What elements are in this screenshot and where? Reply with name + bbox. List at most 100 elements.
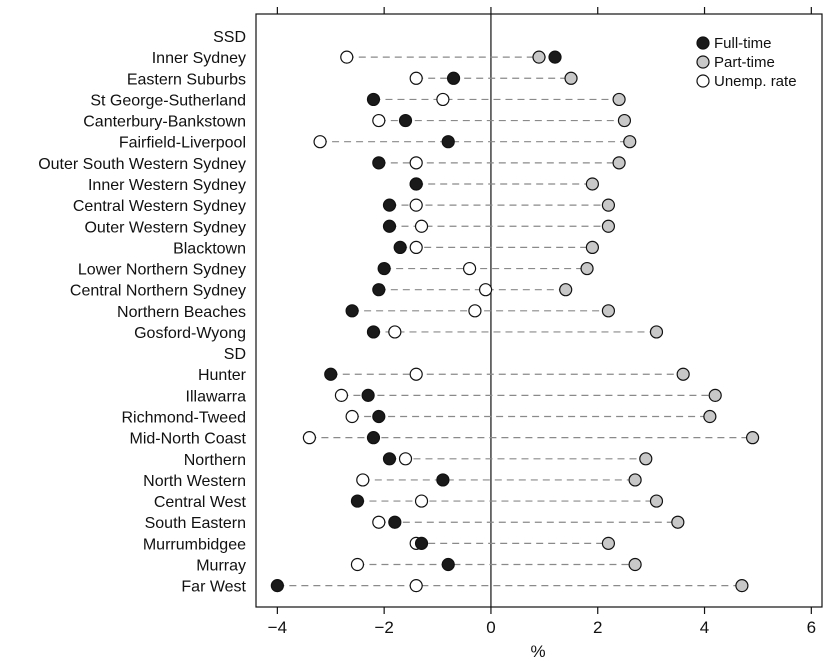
category-label: Fairfield-Liverpool	[119, 135, 246, 152]
unemp-rate-point	[302, 431, 316, 445]
category-label: Outer Western Sydney	[84, 219, 246, 236]
category-label: Central Northern Sydney	[70, 283, 246, 300]
unemp-rate-point	[340, 50, 354, 64]
plot-border	[255, 13, 823, 608]
legend-marker-part-time	[696, 55, 710, 69]
full-time-point	[366, 431, 381, 445]
part-time-point	[580, 261, 594, 276]
x-axis: −4 −2 0 2 4 6	[268, 7, 816, 637]
category-label: Inner Western Sydney	[88, 177, 246, 194]
unemp-rate-point	[479, 283, 493, 297]
category-label: Hunter	[198, 367, 247, 384]
category-label: Northern Beaches	[117, 304, 246, 321]
part-time-point	[617, 113, 632, 128]
category-label: Inner Sydney	[152, 50, 246, 67]
legend-label-part-time: Part-time	[714, 54, 775, 71]
part-time-point	[585, 240, 599, 254]
category-label: Eastern Suburbs	[127, 71, 246, 88]
legend-marker-full-time	[696, 36, 710, 50]
full-time-point	[446, 71, 461, 85]
part-time-point	[703, 409, 717, 424]
part-time-point	[671, 515, 685, 529]
full-time-point	[414, 536, 429, 550]
full-time-point	[441, 557, 455, 572]
category-label: Outer South Western Sydney	[38, 156, 246, 173]
x-tick-label: −4	[268, 618, 287, 637]
full-time-point	[382, 198, 397, 212]
category-label: Mid-North Coast	[130, 431, 247, 448]
unemp-rate-point	[436, 92, 450, 107]
part-time-point	[628, 473, 642, 487]
legend-marker-unemp-rate	[696, 74, 710, 88]
full-time-point	[366, 325, 381, 339]
unemp-rate-point	[462, 261, 477, 276]
unemp-rate-point	[372, 113, 386, 128]
part-time-point	[639, 452, 653, 466]
full-time-point	[324, 367, 338, 381]
full-time-point	[393, 240, 407, 254]
unemp-rate-point	[409, 156, 423, 170]
unemp-rate-point	[398, 452, 413, 466]
unemp-rate-point	[468, 304, 482, 318]
part-time-point	[628, 557, 642, 572]
full-time-point	[398, 113, 413, 128]
part-time-point	[559, 283, 573, 297]
full-time-point	[382, 219, 397, 233]
range-lines	[277, 56, 753, 587]
category-labels: SSD Inner Sydney Eastern Suburbs St George-…	[38, 29, 246, 596]
x-tick-label: 4	[700, 618, 709, 637]
category-label: Central West	[154, 494, 247, 511]
category-label: Murrumbidgee	[143, 536, 246, 553]
category-label: Canterbury-Bankstown	[83, 114, 246, 131]
part-time-point	[601, 304, 616, 318]
part-time-point	[708, 388, 722, 402]
unemp-rate-point	[372, 515, 386, 529]
part-time-point	[735, 579, 749, 593]
full-time-point	[441, 135, 455, 149]
part-time-point	[745, 431, 760, 445]
full-time-point	[345, 304, 359, 318]
full-time-point	[361, 388, 375, 402]
x-tick-label: 2	[593, 618, 602, 637]
x-tick-label: 6	[807, 618, 816, 637]
unemp-rate-point	[334, 388, 349, 402]
full-time-point	[382, 452, 397, 466]
part-time-point	[676, 367, 690, 381]
category-label: Illawarra	[186, 388, 247, 405]
full-time-point	[350, 494, 365, 508]
part-time-point	[585, 177, 599, 191]
full-time-point	[409, 177, 423, 191]
category-label: North Western	[143, 473, 246, 490]
unemp-rate-point	[409, 240, 423, 254]
category-label: Lower Northern Sydney	[78, 262, 246, 279]
unemp-rate-point	[409, 367, 423, 381]
part-time-point	[649, 494, 664, 508]
unemp-rate-point	[356, 473, 370, 487]
full-time-point	[377, 261, 391, 276]
category-label: Northern	[184, 452, 246, 469]
x-tick-label: −2	[374, 618, 393, 637]
full-time-point	[372, 283, 386, 297]
category-label: Murray	[196, 558, 246, 575]
part-time-point	[649, 325, 664, 339]
unemp-rate-point	[313, 135, 327, 149]
legend-label-full-time: Full-time	[714, 35, 772, 52]
legend: Full-time Part-time Unemp. rate	[696, 35, 797, 90]
legend-label-unemp-rate: Unemp. rate	[714, 73, 797, 90]
unemp-rate-point	[388, 325, 402, 339]
category-label: Far West	[181, 579, 246, 596]
full-time-point	[436, 473, 450, 487]
part-time-point	[612, 92, 626, 107]
data-points	[270, 50, 760, 593]
x-axis-title: %	[530, 642, 545, 661]
part-time-point	[601, 536, 616, 550]
full-time-point	[372, 156, 386, 170]
category-label: SD	[224, 346, 246, 363]
category-label: South Eastern	[145, 515, 246, 532]
category-label: Richmond-Tweed	[122, 410, 247, 427]
category-label: SSD	[213, 29, 246, 46]
unemp-rate-point	[350, 557, 365, 572]
unemp-rate-point	[409, 579, 423, 593]
